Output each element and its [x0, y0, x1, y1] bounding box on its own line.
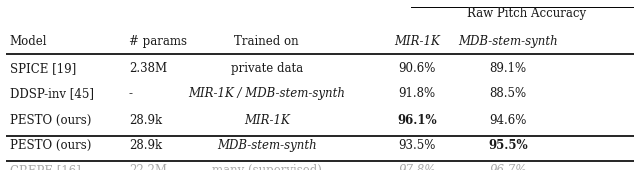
- Text: MIR-1K / MDB-stem-synth: MIR-1K / MDB-stem-synth: [188, 87, 345, 100]
- Text: # params: # params: [129, 35, 187, 48]
- Text: 22.2M: 22.2M: [129, 164, 166, 170]
- Text: DDSP-inv [45]: DDSP-inv [45]: [10, 87, 93, 100]
- Text: Raw Pitch Accuracy: Raw Pitch Accuracy: [467, 7, 586, 20]
- Text: CREPE [16]: CREPE [16]: [10, 164, 81, 170]
- Text: PESTO (ours): PESTO (ours): [10, 114, 91, 127]
- Text: SPICE [19]: SPICE [19]: [10, 62, 76, 75]
- Text: Model: Model: [10, 35, 47, 48]
- Text: 97.8%: 97.8%: [399, 164, 436, 170]
- Text: private data: private data: [230, 62, 303, 75]
- Text: 95.5%: 95.5%: [488, 139, 528, 152]
- Text: 90.6%: 90.6%: [399, 62, 436, 75]
- Text: 2.38M: 2.38M: [129, 62, 167, 75]
- Text: MDB-stem-synth: MDB-stem-synth: [458, 35, 558, 48]
- Text: 89.1%: 89.1%: [490, 62, 527, 75]
- Text: MIR-1K: MIR-1K: [394, 35, 440, 48]
- Text: PESTO (ours): PESTO (ours): [10, 139, 91, 152]
- Text: 96.7%: 96.7%: [490, 164, 527, 170]
- Text: 94.6%: 94.6%: [490, 114, 527, 127]
- Text: 28.9k: 28.9k: [129, 114, 162, 127]
- Text: 91.8%: 91.8%: [399, 87, 436, 100]
- Text: 96.1%: 96.1%: [397, 114, 437, 127]
- Text: MIR-1K: MIR-1K: [244, 114, 289, 127]
- Text: Trained on: Trained on: [234, 35, 299, 48]
- Text: 28.9k: 28.9k: [129, 139, 162, 152]
- Text: MDB-stem-synth: MDB-stem-synth: [217, 139, 317, 152]
- Text: 88.5%: 88.5%: [490, 87, 527, 100]
- Text: many (supervised): many (supervised): [212, 164, 322, 170]
- Text: -: -: [129, 87, 132, 100]
- Text: 93.5%: 93.5%: [399, 139, 436, 152]
